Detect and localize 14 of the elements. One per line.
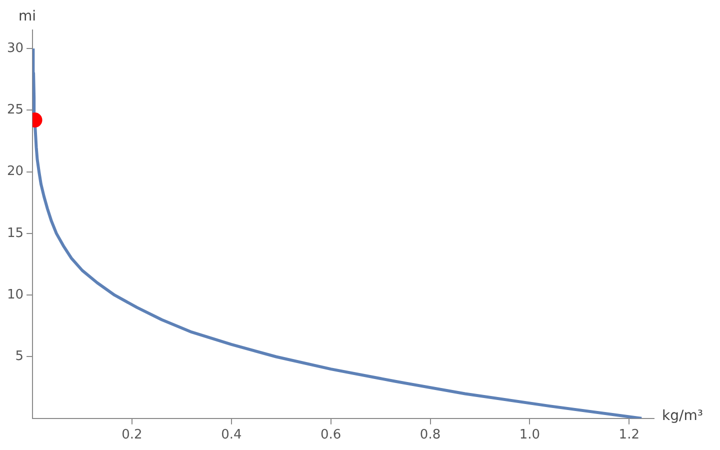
y-tick-label: 15 — [6, 226, 24, 241]
y-axis-title: mi — [18, 8, 36, 25]
y-tick-label: 20 — [6, 164, 24, 180]
x-tick-label: 0.2 — [122, 428, 142, 443]
y-tick-label: 10 — [6, 287, 24, 302]
y-tick-label: 5 — [15, 349, 24, 364]
x-tick-label: 0.8 — [420, 428, 441, 443]
x-axis-title: kg/m³ — [662, 408, 703, 424]
x-tick-label: 0.6 — [320, 428, 342, 443]
x-tick-label: 1.2 — [618, 428, 640, 443]
x-tick-label: 1.0 — [519, 428, 540, 443]
y-tick-label: 25 — [6, 102, 24, 118]
x-tick-label: 0.4 — [221, 428, 242, 443]
y-tick-label: 30 — [6, 40, 24, 56]
